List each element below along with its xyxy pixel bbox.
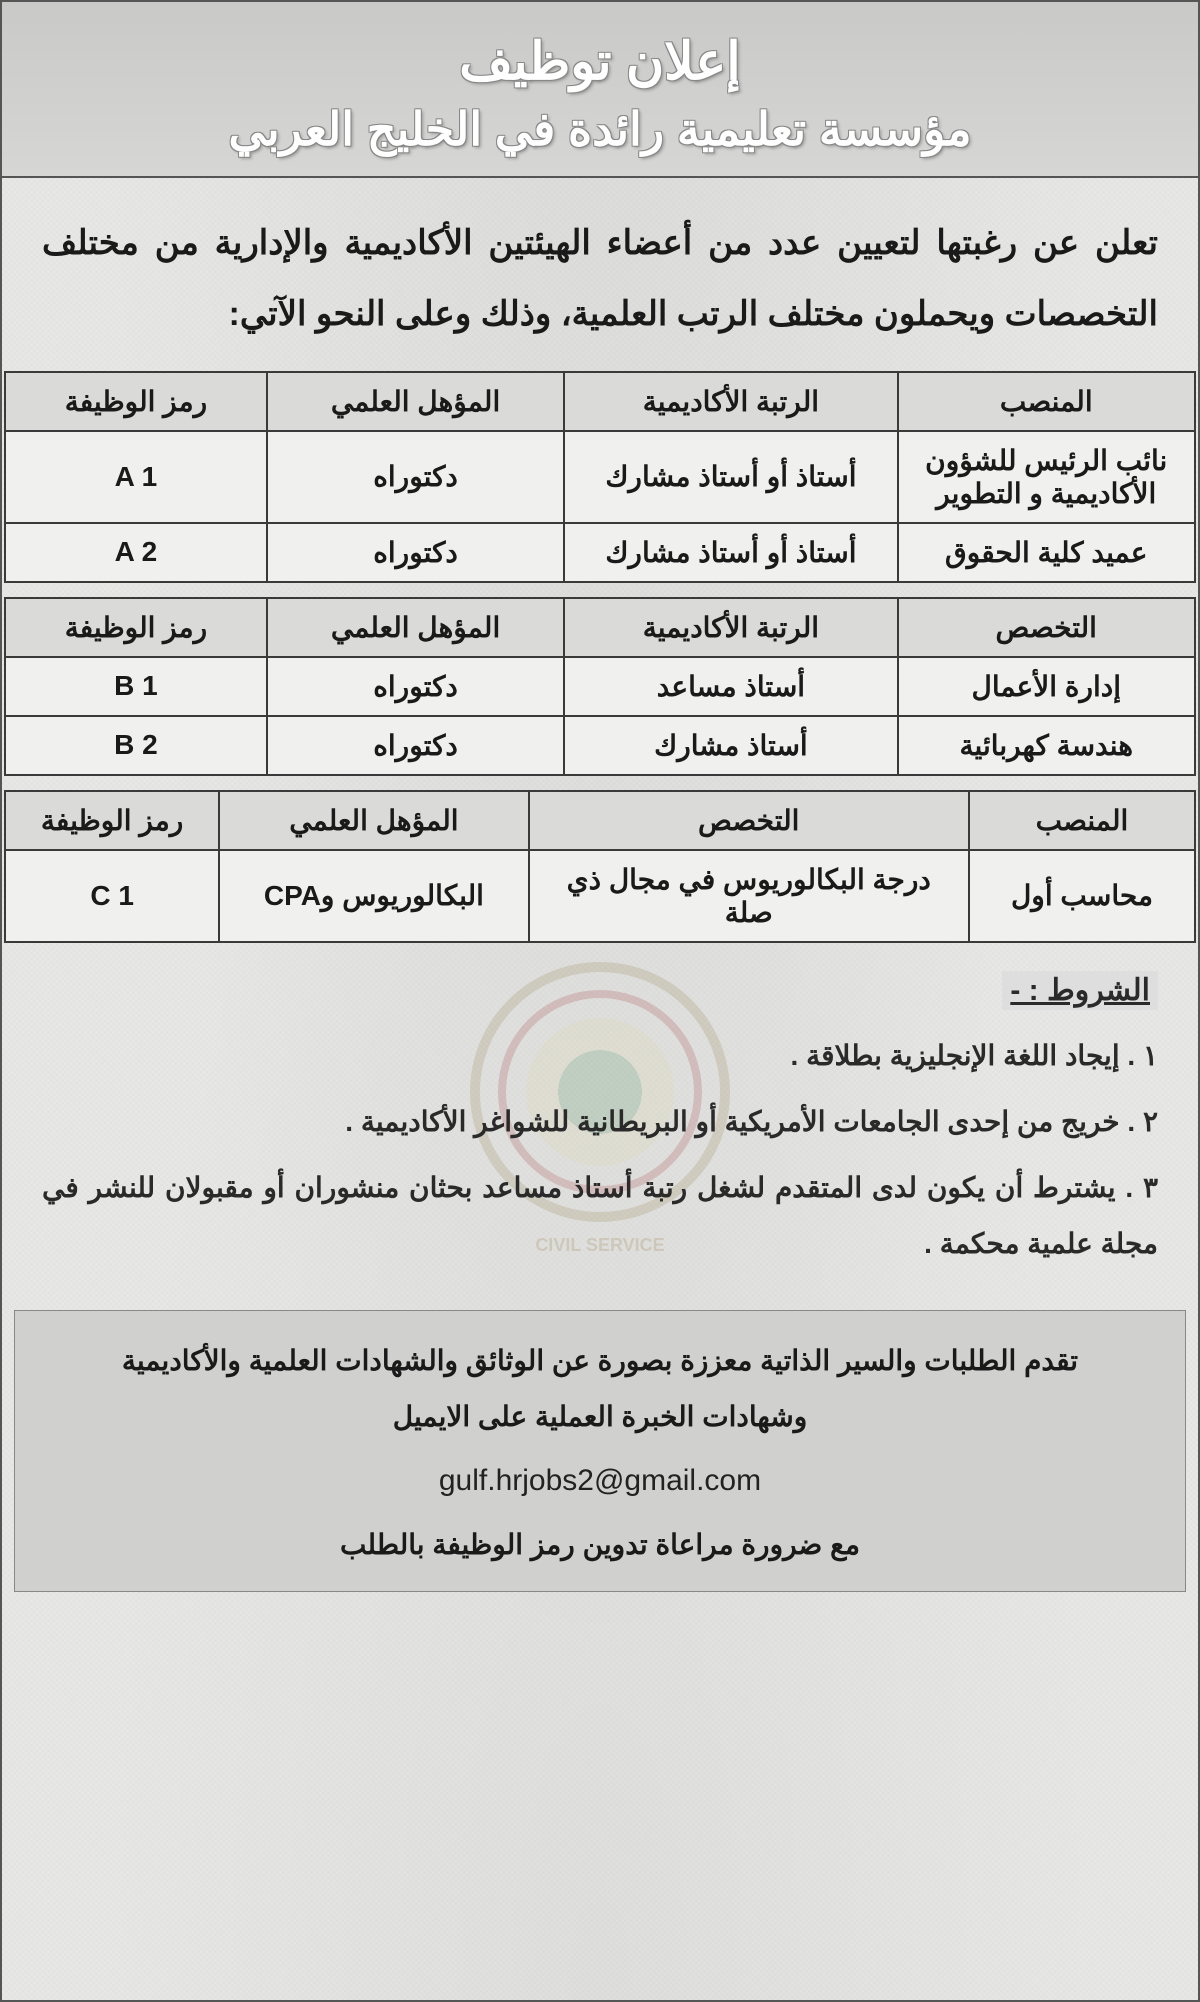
- intro-paragraph: تعلن عن رغبتها لتعيين عدد من أعضاء الهيئ…: [2, 178, 1198, 371]
- cell-qual: دكتوراه: [267, 523, 565, 582]
- conditions-list: ١ . إيجاد اللغة الإنجليزية بطلاقة . ٢ . …: [42, 1028, 1158, 1272]
- cell-rank: أستاذ أو أستاذ مشارك: [564, 431, 897, 523]
- positions-table-1: المنصب الرتبة الأكاديمية المؤهل العلمي ر…: [4, 371, 1196, 583]
- application-footer: تقدم الطلبات والسير الذاتية معززة بصورة …: [14, 1310, 1186, 1592]
- cell-position: نائب الرئيس للشؤون الأكاديمية و التطوير: [898, 431, 1196, 523]
- table-row: إدارة الأعمال أستاذ مساعد دكتوراه B 1: [5, 657, 1195, 716]
- main-title: إعلان توظيف: [22, 32, 1178, 92]
- col-spec: التخصص: [529, 791, 969, 850]
- cell-spec: هندسة كهربائية: [898, 716, 1196, 775]
- col-code: رمز الوظيفة: [5, 372, 267, 431]
- condition-item: ٣ . يشترط أن يكون لدى المتقدم لشغل رتبة …: [42, 1160, 1158, 1272]
- col-code: رمز الوظيفة: [5, 791, 219, 850]
- col-qualification: المؤهل العلمي: [219, 791, 528, 850]
- col-qualification: المؤهل العلمي: [267, 372, 565, 431]
- table-row: محاسب أول درجة البكالوريوس في مجال ذي صل…: [5, 850, 1195, 942]
- header-block: إعلان توظيف مؤسسة تعليمية رائدة في الخلي…: [2, 2, 1198, 178]
- footer-line-2: وشهادات الخبرة العملية على الايميل: [35, 1389, 1165, 1445]
- table-header-row: التخصص الرتبة الأكاديمية المؤهل العلمي ر…: [5, 598, 1195, 657]
- col-position: المنصب: [898, 372, 1196, 431]
- cell-code: B 2: [5, 716, 267, 775]
- cell-rank: أستاذ مشارك: [564, 716, 897, 775]
- cell-position: محاسب أول: [969, 850, 1195, 942]
- cell-qual: دكتوراه: [267, 657, 565, 716]
- cell-code: A 1: [5, 431, 267, 523]
- table-row: نائب الرئيس للشؤون الأكاديمية و التطوير …: [5, 431, 1195, 523]
- subtitle: مؤسسة تعليمية رائدة في الخليج العربي: [22, 102, 1178, 156]
- table-header-row: المنصب التخصص المؤهل العلمي رمز الوظيفة: [5, 791, 1195, 850]
- cell-rank: أستاذ أو أستاذ مشارك: [564, 523, 897, 582]
- table-header-row: المنصب الرتبة الأكاديمية المؤهل العلمي ر…: [5, 372, 1195, 431]
- table-row: هندسة كهربائية أستاذ مشارك دكتوراه B 2: [5, 716, 1195, 775]
- col-code: رمز الوظيفة: [5, 598, 267, 657]
- conditions-block: الشروط : - ١ . إيجاد اللغة الإنجليزية بط…: [2, 957, 1198, 1292]
- col-spec: التخصص: [898, 598, 1196, 657]
- document-page: CIVIL SERVICE إعلان توظيف مؤسسة تعليمية …: [0, 0, 1200, 2002]
- contact-email: gulf.hrjobs2@gmail.com: [35, 1451, 1165, 1511]
- table-row: عميد كلية الحقوق أستاذ أو أستاذ مشارك دك…: [5, 523, 1195, 582]
- positions-table-3: المنصب التخصص المؤهل العلمي رمز الوظيفة …: [4, 790, 1196, 943]
- cell-qual: دكتوراه: [267, 431, 565, 523]
- col-position: المنصب: [969, 791, 1195, 850]
- cell-qual: البكالوريوس وCPA: [219, 850, 528, 942]
- cell-code: B 1: [5, 657, 267, 716]
- cell-position: عميد كلية الحقوق: [898, 523, 1196, 582]
- cell-spec: درجة البكالوريوس في مجال ذي صلة: [529, 850, 969, 942]
- condition-item: ١ . إيجاد اللغة الإنجليزية بطلاقة .: [42, 1028, 1158, 1084]
- condition-item: ٢ . خريج من إحدى الجامعات الأمريكية أو ا…: [42, 1094, 1158, 1150]
- cell-code: C 1: [5, 850, 219, 942]
- col-rank: الرتبة الأكاديمية: [564, 372, 897, 431]
- cell-code: A 2: [5, 523, 267, 582]
- cell-rank: أستاذ مساعد: [564, 657, 897, 716]
- positions-table-2: التخصص الرتبة الأكاديمية المؤهل العلمي ر…: [4, 597, 1196, 776]
- col-rank: الرتبة الأكاديمية: [564, 598, 897, 657]
- cell-qual: دكتوراه: [267, 716, 565, 775]
- footer-line-3: مع ضرورة مراعاة تدوين رمز الوظيفة بالطلب: [35, 1517, 1165, 1573]
- col-qualification: المؤهل العلمي: [267, 598, 565, 657]
- conditions-title: الشروط : -: [1002, 971, 1158, 1010]
- footer-line-1: تقدم الطلبات والسير الذاتية معززة بصورة …: [35, 1333, 1165, 1389]
- cell-spec: إدارة الأعمال: [898, 657, 1196, 716]
